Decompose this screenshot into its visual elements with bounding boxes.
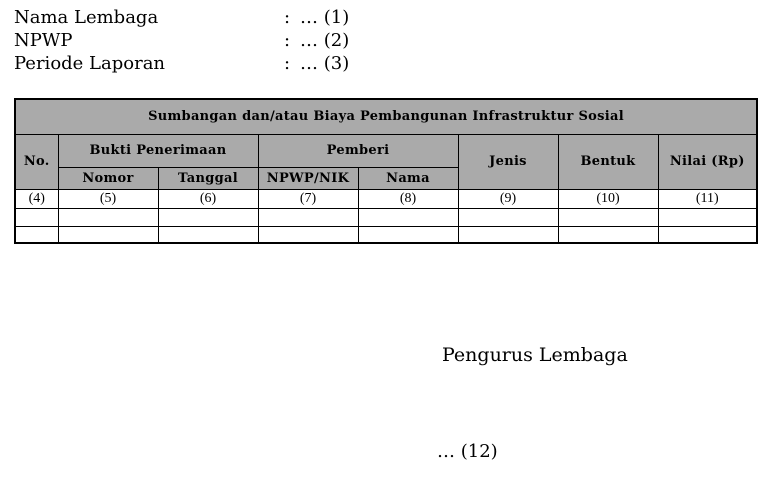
empty-cell [157, 225, 259, 244]
field-nama-lembaga: Nama Lembaga : … (1) [14, 6, 349, 29]
empty-cell [457, 207, 559, 227]
field-npwp: NPWP : … (2) [14, 29, 349, 52]
field-label: NPWP [14, 30, 73, 51]
field-label: Nama Lembaga [14, 7, 159, 28]
empty-cell [357, 225, 459, 244]
field-value-placeholder: … (1) [300, 7, 350, 28]
col-header-jenis: Jenis [457, 133, 559, 190]
field-value-placeholder: … (2) [300, 30, 350, 51]
reference-cell: (7) [257, 188, 359, 209]
field-label: Periode Laporan [14, 53, 166, 74]
empty-cell [157, 207, 259, 227]
empty-cell [14, 207, 59, 227]
col-header-nama: Nama [357, 166, 459, 190]
header-fields: Nama Lembaga : … (1) NPWP : … (2) Period… [14, 6, 349, 75]
field-value-placeholder: … (3) [300, 53, 350, 74]
col-header-tanggal: Tanggal [157, 166, 259, 190]
signature-placeholder: … (12) [437, 441, 498, 462]
reference-cell: (6) [157, 188, 259, 209]
col-group-pemberi: Pemberi [257, 133, 459, 168]
empty-cell [657, 207, 758, 227]
col-group-bukti-penerimaan: Bukti Penerimaan [57, 133, 259, 168]
field-separator: : [284, 30, 291, 51]
empty-cell [57, 225, 159, 244]
reference-cell: (5) [57, 188, 159, 209]
reference-cell: (4) [14, 188, 59, 209]
reference-cell: (9) [457, 188, 559, 209]
empty-cell [557, 207, 659, 227]
empty-cell [257, 225, 359, 244]
field-periode-laporan: Periode Laporan : … (3) [14, 52, 349, 75]
reference-cell: (10) [557, 188, 659, 209]
col-header-bentuk: Bentuk [557, 133, 659, 190]
reference-cell: (11) [657, 188, 758, 209]
col-header-npwp-nik: NPWP/NIK [257, 166, 359, 190]
empty-cell [57, 207, 159, 227]
empty-cell [557, 225, 659, 244]
empty-cell [14, 225, 59, 244]
empty-cell [457, 225, 559, 244]
empty-data-row [14, 207, 758, 227]
empty-cell [257, 207, 359, 227]
reference-cell: (8) [357, 188, 459, 209]
reference-number-row: (4) (5) (6) (7) (8) (9) (10) (11) [14, 188, 758, 209]
col-header-nilai-rp: Nilai (Rp) [657, 133, 758, 190]
table-title: Sumbangan dan/atau Biaya Pembangunan Inf… [14, 98, 758, 135]
col-header-no: No. [14, 133, 59, 190]
field-separator: : [284, 53, 291, 74]
empty-cell [357, 207, 459, 227]
col-header-nomor: Nomor [57, 166, 159, 190]
field-separator: : [284, 7, 291, 28]
empty-data-row [14, 225, 758, 244]
signature-title: Pengurus Lembaga [442, 344, 628, 366]
sumbangan-infrastruktur-table: Sumbangan dan/atau Biaya Pembangunan Inf… [14, 98, 759, 244]
empty-cell [657, 225, 758, 244]
